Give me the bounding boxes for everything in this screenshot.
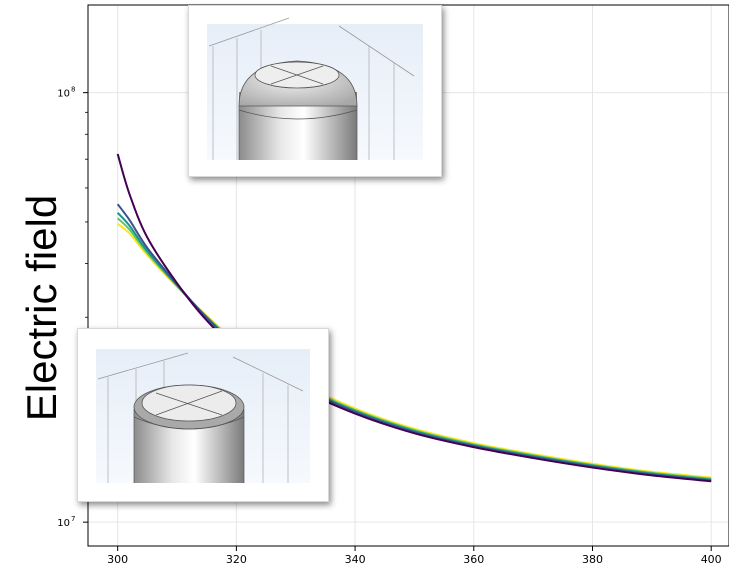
- x-axis: 300 320 340 360 380 400: [107, 546, 722, 563]
- y-tick-label: 10: [57, 518, 70, 529]
- x-tick-label: 380: [582, 553, 603, 563]
- flat-cylinder-render: [96, 349, 310, 483]
- x-tick-label: 320: [226, 553, 247, 563]
- x-tick-label: 400: [701, 553, 722, 563]
- y-axis-label: Electric field: [18, 194, 65, 422]
- y-tick-label: 10: [57, 89, 70, 100]
- x-tick-label: 340: [345, 553, 366, 563]
- x-tick-label: 360: [463, 553, 484, 563]
- inset-image-bottom: [77, 328, 329, 502]
- rounded-cylinder-render: [207, 17, 423, 160]
- y-tick-exponent: 7: [71, 515, 75, 523]
- inset-image-top: [188, 5, 442, 177]
- x-tick-label: 300: [107, 553, 128, 563]
- y-tick-exponent: 8: [71, 86, 75, 94]
